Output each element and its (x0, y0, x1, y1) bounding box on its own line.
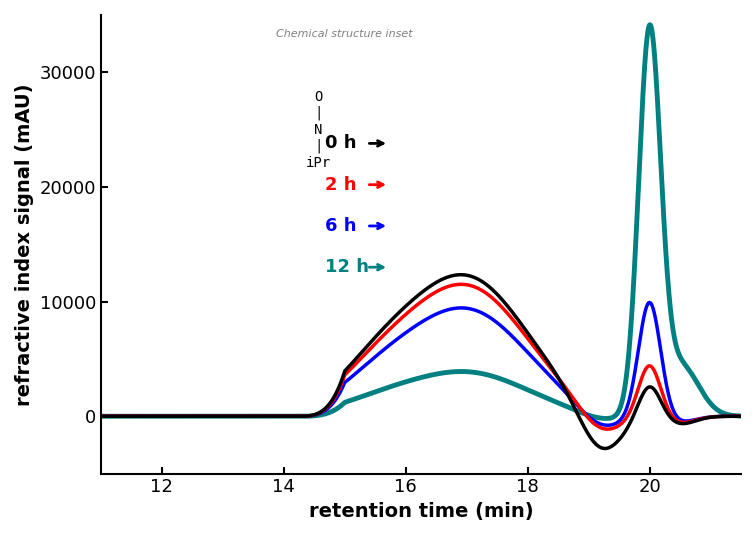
Text: 0 h: 0 h (325, 135, 356, 152)
Text: 12 h: 12 h (325, 258, 369, 276)
Text: 2 h: 2 h (325, 176, 356, 193)
Text: 6 h: 6 h (325, 217, 356, 235)
X-axis label: retention time (min): retention time (min) (308, 502, 533, 521)
Text: Chemical structure inset: Chemical structure inset (276, 29, 413, 39)
Y-axis label: refractive index signal (mAU): refractive index signal (mAU) (15, 83, 34, 406)
